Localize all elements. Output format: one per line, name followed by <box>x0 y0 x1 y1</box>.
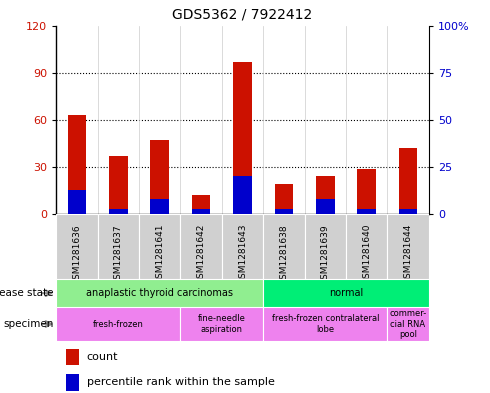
Bar <box>150 199 169 214</box>
Bar <box>274 209 293 214</box>
Bar <box>388 307 429 341</box>
Text: fine-needle
aspiration: fine-needle aspiration <box>198 314 246 334</box>
Bar <box>346 214 388 279</box>
Bar <box>98 214 139 279</box>
Title: GDS5362 / 7922412: GDS5362 / 7922412 <box>172 7 313 22</box>
Bar <box>222 214 263 279</box>
Text: anaplastic thyroid carcinomas: anaplastic thyroid carcinomas <box>86 288 233 298</box>
Bar <box>68 115 86 214</box>
Text: GSM1281641: GSM1281641 <box>155 224 164 285</box>
Bar <box>192 195 211 214</box>
Bar <box>139 214 180 279</box>
Text: GSM1281638: GSM1281638 <box>279 224 289 285</box>
Text: GSM1281643: GSM1281643 <box>238 224 247 285</box>
Bar <box>263 214 305 279</box>
Text: count: count <box>87 352 118 362</box>
Text: specimen: specimen <box>3 319 54 329</box>
Bar <box>399 148 417 214</box>
Text: GSM1281640: GSM1281640 <box>362 224 371 285</box>
Text: GSM1281642: GSM1281642 <box>196 224 206 284</box>
Bar <box>66 374 79 391</box>
Bar <box>150 140 169 214</box>
Text: normal: normal <box>329 288 363 298</box>
Bar <box>192 209 211 214</box>
Bar <box>68 190 86 214</box>
Text: commer-
cial RNA
pool: commer- cial RNA pool <box>390 309 427 339</box>
Text: fresh-frozen: fresh-frozen <box>93 320 144 329</box>
Bar <box>357 209 376 214</box>
Bar <box>66 349 79 365</box>
Text: fresh-frozen contralateral
lobe: fresh-frozen contralateral lobe <box>271 314 379 334</box>
Bar <box>180 214 222 279</box>
Bar <box>233 176 252 214</box>
Bar <box>109 156 128 214</box>
Text: disease state: disease state <box>0 288 54 298</box>
Bar <box>305 214 346 279</box>
Bar <box>233 62 252 214</box>
Bar <box>388 214 429 279</box>
Bar <box>316 199 335 214</box>
Bar <box>316 176 335 214</box>
Bar <box>263 279 429 307</box>
Bar <box>56 279 263 307</box>
Bar <box>180 307 263 341</box>
Bar <box>109 209 128 214</box>
Text: GSM1281636: GSM1281636 <box>73 224 81 285</box>
Bar <box>274 184 293 214</box>
Bar <box>357 169 376 214</box>
Bar <box>399 209 417 214</box>
Bar <box>263 307 388 341</box>
Text: GSM1281639: GSM1281639 <box>321 224 330 285</box>
Text: percentile rank within the sample: percentile rank within the sample <box>87 377 274 387</box>
Text: GSM1281637: GSM1281637 <box>114 224 123 285</box>
Bar <box>56 214 98 279</box>
Bar <box>56 307 180 341</box>
Text: GSM1281644: GSM1281644 <box>404 224 413 284</box>
